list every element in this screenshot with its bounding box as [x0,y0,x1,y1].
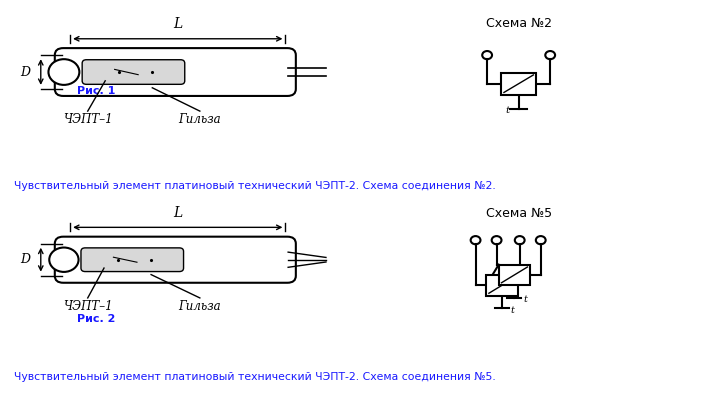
Text: ЧЭПТ–1: ЧЭПТ–1 [63,113,112,126]
Text: Рис. 2: Рис. 2 [77,314,116,324]
Bar [498,264,531,285]
Bar [501,73,536,95]
Text: D: D [20,253,30,266]
FancyBboxPatch shape [55,48,296,96]
FancyBboxPatch shape [82,60,184,84]
FancyBboxPatch shape [81,248,184,272]
Text: L: L [173,206,182,220]
Text: t: t [523,295,528,304]
Text: t: t [506,107,510,116]
Text: Гильза: Гильза [179,113,221,126]
Text: L: L [173,17,182,31]
Text: Рис. 1: Рис. 1 [77,86,116,96]
Text: Чувствительный элемент платиновый технический ЧЭПТ-2. Схема соединения №2.: Чувствительный элемент платиновый технич… [14,182,496,191]
Text: Схема №5: Схема №5 [485,207,552,220]
Text: t: t [511,305,515,314]
Circle shape [49,248,79,272]
Text: Схема №2: Схема №2 [485,17,552,29]
Text: ЧЭПТ–1: ЧЭПТ–1 [63,300,112,313]
Circle shape [49,59,79,85]
Text: D: D [20,66,30,79]
Text: Чувствительный элемент платиновый технический ЧЭПТ-2. Схема соединения №5.: Чувствительный элемент платиновый технич… [14,372,496,382]
FancyBboxPatch shape [55,237,296,283]
Text: Гильза: Гильза [179,300,221,313]
Bar [486,275,518,296]
